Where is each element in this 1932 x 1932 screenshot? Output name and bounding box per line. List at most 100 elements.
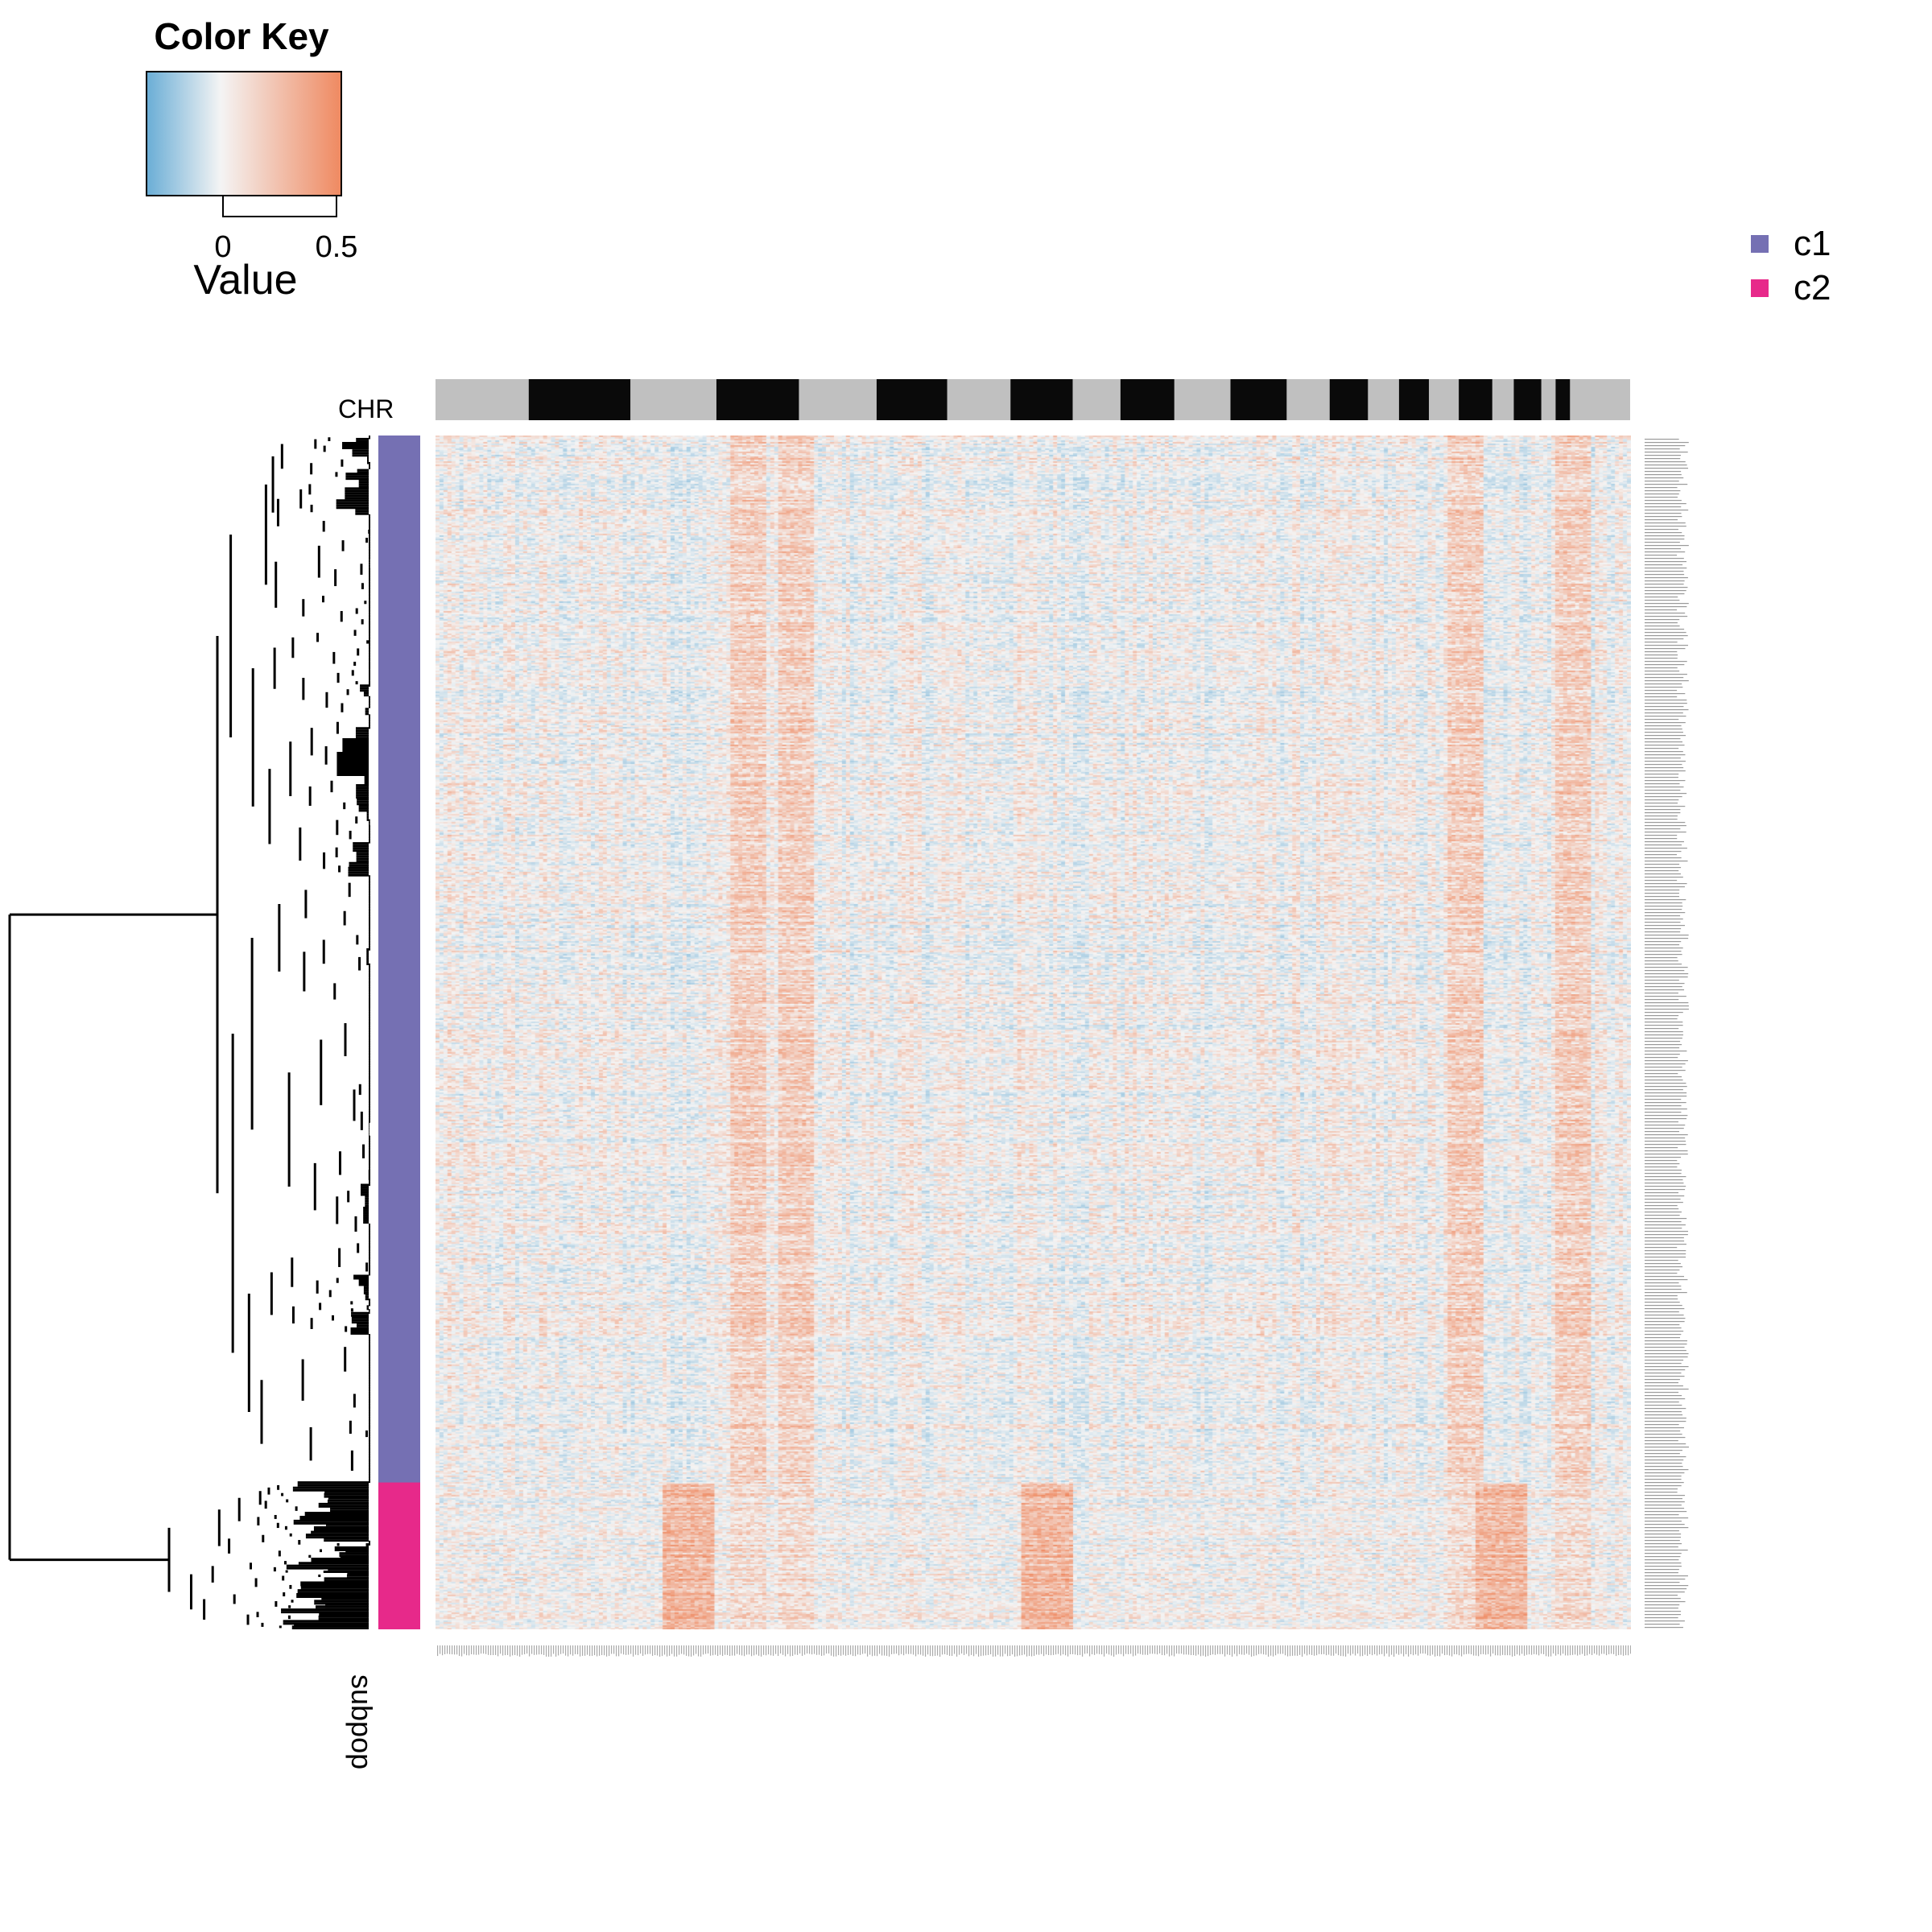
column-tick-mark bbox=[1157, 1645, 1158, 1655]
row-tick-mark bbox=[1645, 635, 1688, 637]
row-tick-mark bbox=[1645, 564, 1683, 566]
row-tick-mark bbox=[1645, 551, 1686, 553]
color-key-axis bbox=[222, 216, 337, 217]
column-tick-mark bbox=[852, 1645, 854, 1657]
column-tick-mark bbox=[442, 1645, 444, 1656]
column-tick-mark bbox=[563, 1645, 564, 1654]
column-tick-mark bbox=[1285, 1645, 1286, 1656]
column-tick-mark bbox=[1531, 1645, 1533, 1655]
row-tick-mark bbox=[1645, 1218, 1687, 1220]
column-tick-mark bbox=[985, 1645, 987, 1656]
color-key-tick-0 bbox=[222, 196, 224, 217]
column-tick-mark bbox=[1217, 1645, 1219, 1654]
column-tick-mark bbox=[826, 1645, 828, 1654]
column-tick-mark bbox=[1128, 1645, 1129, 1654]
column-tick-mark bbox=[1101, 1645, 1103, 1655]
column-tick-mark bbox=[1058, 1645, 1059, 1654]
row-tick-mark bbox=[1645, 1266, 1683, 1268]
column-tick-mark bbox=[862, 1645, 864, 1654]
chr-block-9 bbox=[1072, 379, 1121, 420]
row-tick-mark bbox=[1645, 609, 1678, 611]
column-tick-mark bbox=[785, 1645, 786, 1657]
row-tick-mark bbox=[1645, 761, 1686, 762]
column-tick-mark bbox=[505, 1645, 506, 1656]
chr-block-22 bbox=[1555, 379, 1571, 420]
column-tick-mark bbox=[584, 1645, 586, 1656]
chr-block-15 bbox=[1368, 379, 1400, 420]
column-tick-mark bbox=[1560, 1645, 1562, 1656]
row-tick-mark bbox=[1645, 1063, 1686, 1065]
row-tick-mark bbox=[1645, 1488, 1678, 1490]
column-tick-mark bbox=[1111, 1645, 1113, 1656]
row-tick-mark bbox=[1645, 828, 1681, 830]
row-tick-mark bbox=[1645, 806, 1686, 807]
column-tick-mark bbox=[908, 1645, 910, 1654]
column-tick-mark bbox=[1485, 1645, 1487, 1655]
column-tick-mark bbox=[1036, 1645, 1038, 1655]
column-tick-mark bbox=[1582, 1645, 1583, 1654]
row-tick-mark bbox=[1645, 947, 1683, 949]
column-tick-mark bbox=[833, 1645, 835, 1657]
column-tick-mark bbox=[898, 1645, 900, 1656]
column-tick-mark bbox=[1169, 1645, 1170, 1657]
row-tick-mark bbox=[1645, 741, 1683, 743]
column-tick-mark bbox=[543, 1645, 545, 1655]
column-tick-mark bbox=[1384, 1645, 1385, 1657]
column-tick-mark bbox=[497, 1645, 499, 1657]
column-tick-mark bbox=[1137, 1645, 1139, 1654]
row-tick-mark bbox=[1645, 1398, 1686, 1400]
row-tick-mark bbox=[1645, 464, 1687, 466]
column-tick-mark bbox=[1297, 1645, 1298, 1656]
column-tick-mark bbox=[623, 1645, 625, 1655]
column-tick-mark bbox=[739, 1645, 741, 1655]
column-tick-mark bbox=[577, 1645, 579, 1655]
column-tick-mark bbox=[555, 1645, 557, 1657]
column-tick-mark bbox=[1253, 1645, 1255, 1657]
row-tick-mark bbox=[1645, 1498, 1682, 1500]
row-tick-mark bbox=[1645, 1221, 1682, 1223]
column-tick-mark bbox=[843, 1645, 844, 1655]
column-tick-mark bbox=[729, 1645, 731, 1657]
row-tick-mark bbox=[1645, 1018, 1678, 1020]
column-tick-mark bbox=[447, 1645, 448, 1654]
row-tick-mark bbox=[1645, 1466, 1683, 1468]
column-tick-mark bbox=[860, 1645, 861, 1655]
row-tick-mark bbox=[1645, 1083, 1686, 1084]
column-tick-mark bbox=[1396, 1645, 1397, 1654]
column-tick-mark bbox=[1381, 1645, 1383, 1654]
row-tick-mark bbox=[1645, 1163, 1680, 1165]
column-tick-mark bbox=[628, 1645, 630, 1655]
row-tick-mark bbox=[1645, 1617, 1678, 1619]
column-tick-mark bbox=[1628, 1645, 1629, 1656]
subpop-annotation-label: subpop bbox=[345, 1674, 378, 1770]
row-tick-mark bbox=[1645, 1131, 1680, 1133]
column-tick-mark bbox=[1065, 1645, 1067, 1656]
column-tick-mark bbox=[1140, 1645, 1141, 1654]
column-tick-mark bbox=[792, 1645, 794, 1657]
row-tick-mark bbox=[1645, 838, 1678, 840]
row-tick-mark bbox=[1645, 1192, 1679, 1194]
column-tick-mark bbox=[1053, 1645, 1055, 1655]
row-tick-mark bbox=[1645, 1263, 1681, 1265]
row-tick-mark bbox=[1645, 1459, 1684, 1461]
column-tick-mark bbox=[768, 1645, 770, 1655]
column-tick-mark bbox=[683, 1645, 685, 1655]
column-tick-mark bbox=[1509, 1645, 1511, 1656]
column-tick-mark bbox=[669, 1645, 671, 1656]
column-tick-mark bbox=[1229, 1645, 1231, 1655]
column-tick-mark bbox=[466, 1645, 468, 1656]
column-tick-mark bbox=[616, 1645, 617, 1657]
row-tick-mark bbox=[1645, 1540, 1680, 1542]
row-tick-mark bbox=[1645, 638, 1684, 640]
row-tick-mark bbox=[1645, 1421, 1686, 1422]
row-tick-mark bbox=[1645, 545, 1689, 547]
row-tick-mark bbox=[1645, 751, 1683, 753]
color-key-tick-label-0: 0 bbox=[214, 230, 232, 264]
column-tick-mark bbox=[512, 1645, 514, 1656]
chr-block-19 bbox=[1492, 379, 1514, 420]
column-tick-mark bbox=[676, 1645, 678, 1657]
column-tick-mark bbox=[1367, 1645, 1368, 1656]
chr-block-6 bbox=[876, 379, 948, 420]
row-tick-mark bbox=[1645, 683, 1682, 685]
row-tick-mark bbox=[1645, 1115, 1688, 1117]
